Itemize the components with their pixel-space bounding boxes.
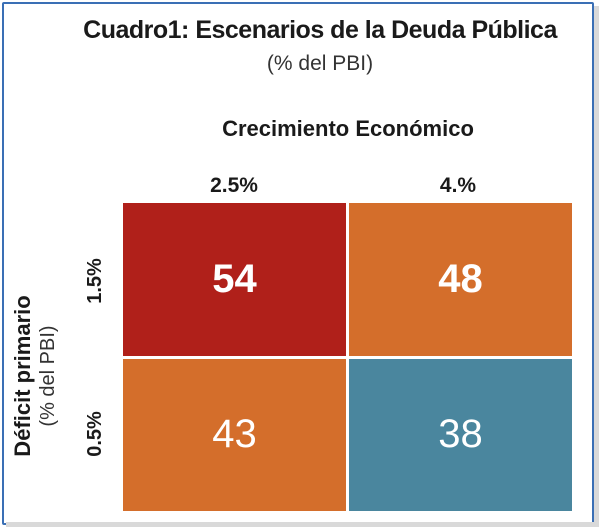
y-axis-title-group: Déficit primario (% del PBI): [10, 266, 70, 486]
heatmap-cell-0-0: 54: [123, 203, 346, 356]
frame-shadow-right: [594, 6, 599, 525]
x-tick-label-0: 2.5%: [210, 174, 258, 197]
chart-subtitle: (% del PBI): [266, 52, 374, 75]
heatmap-cell-1-0: 43: [123, 358, 346, 511]
heatmap-grid: 54 48 43 38: [123, 203, 572, 511]
heatmap-cell-1-1: 38: [349, 358, 572, 511]
cell-value-label-0-1: 48: [438, 256, 483, 301]
y-axis-title: Déficit primario: [10, 295, 35, 457]
x-tick-label-1: 4.%: [439, 174, 477, 197]
cell-value-label-1-0: 43: [212, 412, 257, 457]
cell-value-label-1-1: 38: [438, 412, 483, 457]
heatmap-cell-0-1: 48: [349, 203, 572, 356]
x-axis-title: Crecimiento Económico: [222, 116, 474, 141]
frame-shadow-bottom: [6, 522, 599, 527]
cell-value-label-0-0: 54: [212, 256, 257, 301]
y-tick-label-0: 1.5%: [84, 258, 106, 304]
chart-title: Cuadro1: Escenarios de la Deuda Pública: [83, 16, 557, 44]
y-axis-subtitle: (% del PBI): [37, 325, 59, 427]
y-tick-label-1: 0.5%: [84, 411, 106, 457]
